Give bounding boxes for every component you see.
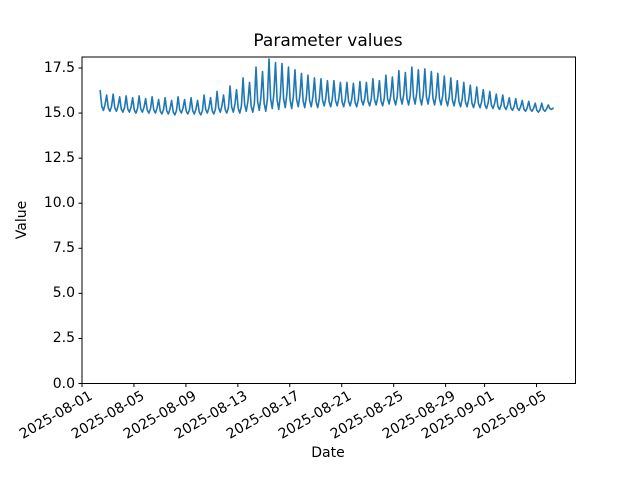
y-tick-label: 2.5	[52, 330, 75, 347]
y-tick-label: 12.5	[43, 150, 75, 167]
chart-title: Parameter values	[253, 31, 403, 51]
data-line-parameter-value	[99, 58, 554, 116]
y-tick-label: 7.5	[52, 240, 75, 257]
y-tick-label: 17.5	[43, 59, 75, 76]
y-tick-label: 10.0	[43, 195, 75, 212]
y-axis-label: Value	[14, 200, 30, 240]
y-tick-label: 0.0	[52, 375, 75, 392]
x-axis-label: Date	[311, 445, 345, 461]
y-tick-label: 15.0	[43, 105, 75, 122]
y-tick-label: 5.0	[52, 285, 75, 302]
plot-border	[81, 56, 576, 384]
